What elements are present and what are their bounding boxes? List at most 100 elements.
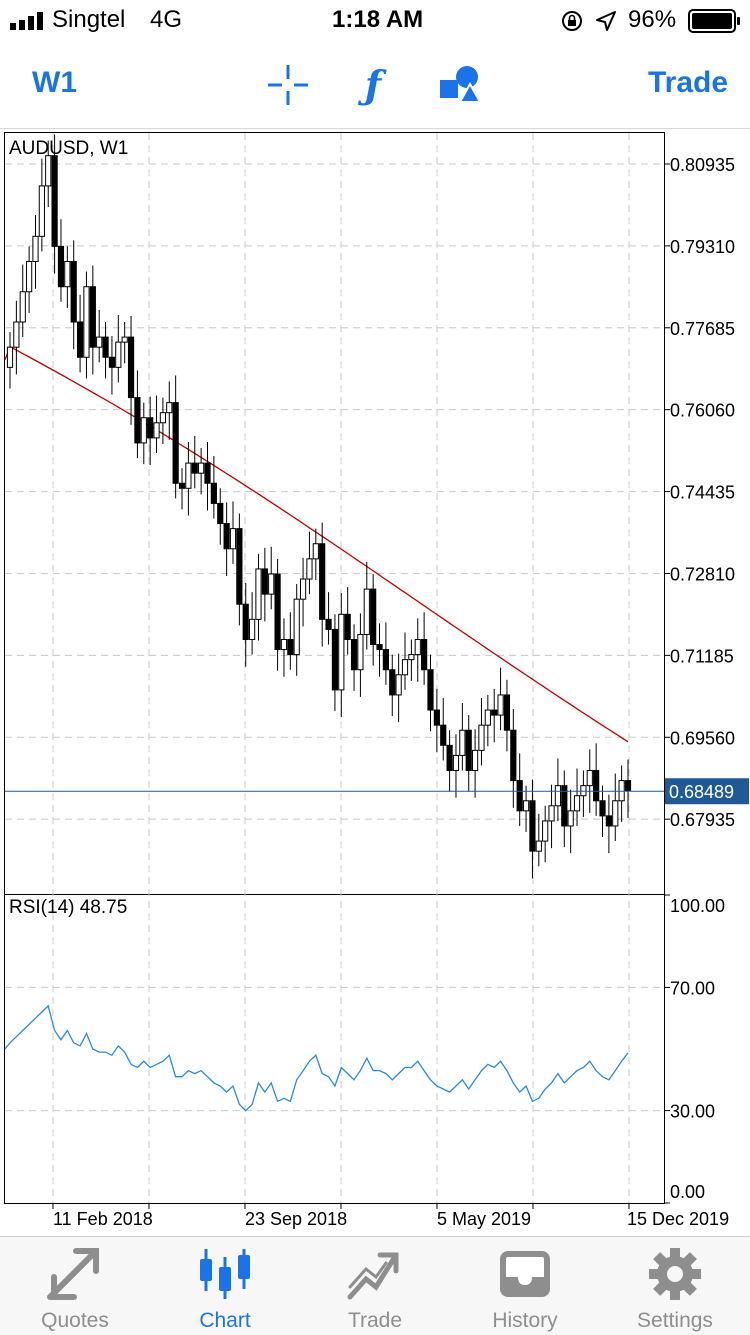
candle-body: [382, 649, 389, 671]
candle-body: [96, 336, 103, 348]
candle-body: [32, 235, 39, 263]
candle-body: [446, 744, 453, 772]
tab-chart-label: Chart: [199, 1309, 251, 1332]
trade-icon: [347, 1252, 399, 1300]
candle-body: [497, 694, 504, 716]
x-tick-label: 5 May 2019: [437, 1209, 531, 1229]
candle-body: [191, 462, 198, 474]
indicator-f-icon[interactable]: ƒ: [350, 62, 396, 108]
candle-body: [242, 603, 249, 640]
candle-body: [548, 805, 555, 822]
candle-body: [421, 638, 428, 671]
settings-icon: [649, 1248, 701, 1300]
rsi-tick-label: 100.00: [670, 896, 725, 916]
candle-body: [287, 638, 294, 656]
candle-body: [280, 638, 288, 651]
candle-body: [45, 155, 52, 187]
battery-icon: [688, 9, 740, 33]
candle-body: [26, 261, 33, 293]
shapes-icon[interactable]: [437, 62, 483, 108]
candle-body: [427, 669, 434, 711]
candle-body: [159, 412, 167, 424]
x-tick-label: 23 Sep 2018: [245, 1209, 347, 1229]
candle-body: [325, 618, 332, 630]
candle-body: [229, 528, 237, 550]
tab-quotes[interactable]: Quotes: [0, 1237, 150, 1335]
candle-body: [363, 588, 370, 635]
price-tick-label: 0.72810: [670, 564, 735, 584]
candle-body: [185, 462, 192, 489]
candle-body: [376, 644, 383, 651]
candle-body: [344, 613, 351, 640]
status-bar: Singtel 4G 1:18 AM 96%: [0, 0, 750, 40]
rsi-tick-label: 0.00: [670, 1182, 705, 1202]
candle-body: [83, 286, 90, 358]
candle-body: [134, 397, 141, 444]
candle-body: [414, 638, 421, 656]
candle-body: [89, 286, 96, 348]
candle-body: [319, 543, 326, 620]
candle-body: [401, 659, 409, 676]
price-tick-label: 0.74435: [670, 483, 735, 503]
candle-body: [140, 417, 147, 444]
clock: 1:18 AM: [332, 6, 424, 33]
battery-percent: 96%: [628, 6, 677, 33]
candle-body: [204, 462, 211, 484]
candle-body: [299, 578, 307, 600]
candle-body: [57, 245, 65, 288]
price-tick-label: 0.67935: [670, 810, 735, 830]
candle-body: [223, 523, 230, 550]
current-price-label: 0.68489: [669, 782, 734, 802]
candle-body: [249, 618, 256, 640]
candle-body: [19, 291, 26, 323]
candle-body: [236, 528, 243, 605]
candle-body: [70, 261, 77, 323]
signal-icon: [10, 12, 43, 30]
candle-body: [561, 785, 568, 827]
candle-body: [452, 754, 460, 772]
candle-body: [433, 709, 440, 726]
network-type: 4G: [150, 6, 183, 33]
candle-body: [108, 356, 116, 368]
candle-body: [255, 568, 262, 620]
tab-quotes-label: Quotes: [41, 1309, 109, 1332]
timeframe-button[interactable]: W1: [32, 66, 77, 99]
rsi-tick-label: 30.00: [670, 1102, 715, 1122]
tab-settings[interactable]: Settings: [600, 1237, 750, 1335]
rsi-label: RSI(14) 48.75: [9, 897, 127, 918]
tab-chart[interactable]: Chart: [150, 1237, 300, 1335]
candle-body: [573, 795, 581, 812]
rotation-lock-icon: [562, 11, 582, 31]
candle-body: [491, 709, 498, 716]
current-price-badge: [665, 778, 749, 805]
tab-settings-label: Settings: [637, 1309, 713, 1332]
candle-body: [586, 770, 593, 787]
tab-history-label: History: [492, 1309, 558, 1332]
candle-body: [522, 800, 530, 812]
candle-body: [529, 800, 536, 852]
candle-body: [554, 785, 562, 807]
carrier-name: Singtel: [52, 6, 126, 33]
price-chart[interactable]: 11 Feb 2018 23 Sep 2018 5 May 2019 15 Dec 2…: [0, 128, 750, 1234]
history-icon: [500, 1251, 550, 1297]
chart-area[interactable]: 11 Feb 2018 23 Sep 2018 5 May 2019 15 Dec 2…: [0, 128, 750, 1234]
candle-body: [535, 840, 542, 852]
candle-body: [210, 482, 217, 504]
candle-body: [542, 820, 549, 842]
candle-body: [147, 417, 154, 439]
trade-button[interactable]: Trade: [648, 66, 729, 99]
candle-body: [567, 810, 574, 827]
tab-bar: Quotes Chart Trade History: [0, 1236, 750, 1335]
candle-body: [6, 346, 14, 368]
candle-body: [127, 336, 135, 399]
candle-body: [459, 729, 466, 756]
candle-body: [624, 780, 632, 792]
tab-history[interactable]: History: [450, 1237, 600, 1335]
crosshair-icon[interactable]: [265, 62, 311, 108]
candle-body: [217, 502, 224, 525]
rsi-tick-label: 70.00: [670, 978, 715, 998]
tab-trade[interactable]: Trade: [300, 1237, 450, 1335]
candle-body: [605, 815, 612, 827]
candle-body: [51, 155, 58, 247]
location-icon: [596, 11, 616, 31]
